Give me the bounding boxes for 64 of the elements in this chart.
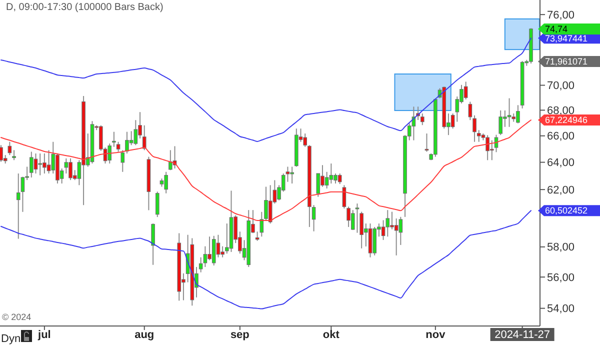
candlestick: [142, 124, 146, 151]
data-label: 60,502452: [545, 206, 588, 216]
x-tick-label: okt: [322, 329, 340, 341]
candlestick: [260, 211, 264, 238]
candlestick: [472, 114, 476, 142]
y-tick-label: 62,00: [547, 184, 575, 196]
candlestick: [303, 132, 307, 148]
x-tick-label: nov: [426, 329, 446, 341]
candlestick: [312, 204, 316, 232]
candlestick: [151, 223, 155, 266]
y-tick-label: 56,00: [547, 272, 575, 284]
candlestick: [355, 203, 360, 234]
x-tick-label: sep: [230, 329, 250, 341]
candlestick: [108, 143, 112, 164]
candlestick: [450, 112, 455, 130]
candlestick: [155, 191, 160, 218]
data-label: 73,947441: [545, 33, 588, 44]
x-tick-label: jul: [37, 329, 51, 341]
candlestick: [20, 176, 25, 212]
text: 74,74: [545, 24, 568, 34]
candlestick: [394, 218, 398, 256]
y-tick-label: 70,00: [547, 80, 575, 92]
line-series: [0, 210, 532, 310]
candlestick: [8, 141, 12, 156]
candlestick: [203, 246, 208, 268]
y-tick-label: 68,00: [547, 105, 575, 118]
candlestick: [116, 141, 120, 152]
candlestick: [64, 158, 68, 174]
chart-title: D, 09:00-17:30 (100000 Bars Back): [6, 2, 164, 13]
candlestick: [12, 150, 16, 161]
candlestick: [468, 101, 472, 121]
candlestick: [212, 235, 216, 266]
candlestick: [120, 150, 125, 172]
candlestick: [220, 246, 224, 258]
candlestick: [164, 171, 168, 194]
candlestick: [134, 120, 138, 146]
data-label: 67,224946: [545, 115, 588, 126]
text: Dyn: [1, 333, 21, 345]
candlestick: [34, 152, 38, 174]
y-tick-label: 58,00: [547, 242, 575, 254]
y-tick-label: 66,00: [547, 130, 575, 143]
candlestick: [290, 166, 294, 184]
x-tick-label: 2024-11-27: [494, 329, 550, 341]
y-tick-label: 64,00: [547, 157, 575, 170]
candlestick: [316, 173, 320, 198]
candlestick: [30, 151, 34, 178]
candlestick: [381, 220, 386, 240]
candlestick: [338, 173, 342, 185]
annotation: © 2024: [2, 312, 32, 322]
candlestick: [420, 112, 424, 126]
x-tick-label: aug: [134, 329, 154, 341]
text: 71,961071: [545, 56, 588, 67]
candlestick: [168, 150, 172, 171]
y-tick-label: 54,00: [547, 303, 575, 316]
candlestick: [112, 131, 116, 148]
candlestick: [386, 210, 390, 238]
candlestick: [476, 130, 481, 142]
candlestick: [507, 98, 512, 128]
candlestick: [424, 132, 429, 152]
candlestick: [324, 171, 329, 189]
candlestick: [16, 173, 20, 240]
candlestick: [464, 81, 468, 100]
y-tick-label: 76,00: [547, 9, 575, 22]
candlestick: [46, 150, 51, 174]
